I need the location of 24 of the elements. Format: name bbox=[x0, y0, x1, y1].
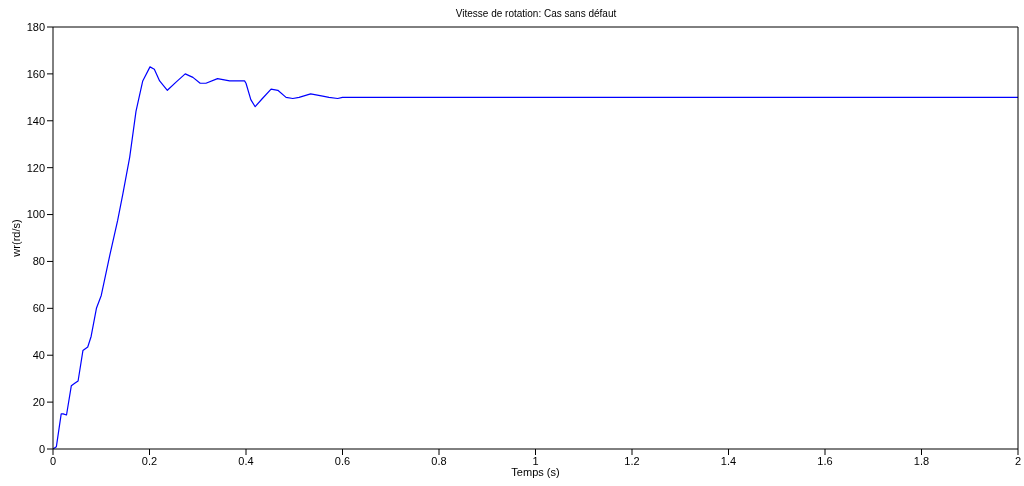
x-tick-label: 0.6 bbox=[334, 454, 351, 467]
x-tick-label: 0.8 bbox=[431, 454, 447, 467]
chart-title: Vitesse de rotation: Cas sans défaut bbox=[454, 8, 618, 19]
x-tick-label: 1 bbox=[532, 454, 539, 467]
x-tick-label: 1.6 bbox=[817, 454, 833, 467]
x-tick-label: 1.4 bbox=[720, 454, 737, 467]
x-tick-label: 1.2 bbox=[624, 454, 640, 467]
x-tick-label: 0.4 bbox=[238, 454, 254, 467]
x-tick-label: 2 bbox=[1014, 454, 1022, 467]
x-tick-label: 0 bbox=[49, 454, 57, 467]
x-tick-label: 0.2 bbox=[141, 454, 158, 467]
y-tick-label: 80 bbox=[32, 255, 45, 268]
y-tick-label: 180 bbox=[26, 20, 45, 33]
y-tick-label: 0 bbox=[38, 442, 45, 455]
y-tick-label: 40 bbox=[32, 349, 45, 362]
y-tick-label: 120 bbox=[26, 161, 45, 174]
y-tick-label: 160 bbox=[26, 67, 45, 80]
y-tick-label: 140 bbox=[26, 114, 45, 127]
y-tick-label: 20 bbox=[32, 396, 45, 409]
y-tick-label: 60 bbox=[32, 302, 45, 315]
x-tick-label: 1.8 bbox=[913, 454, 930, 467]
x-axis-title: Temps (s) bbox=[511, 466, 560, 478]
y-tick-label: 100 bbox=[26, 208, 45, 221]
y-axis-title: wr(rd/s) bbox=[9, 219, 22, 258]
